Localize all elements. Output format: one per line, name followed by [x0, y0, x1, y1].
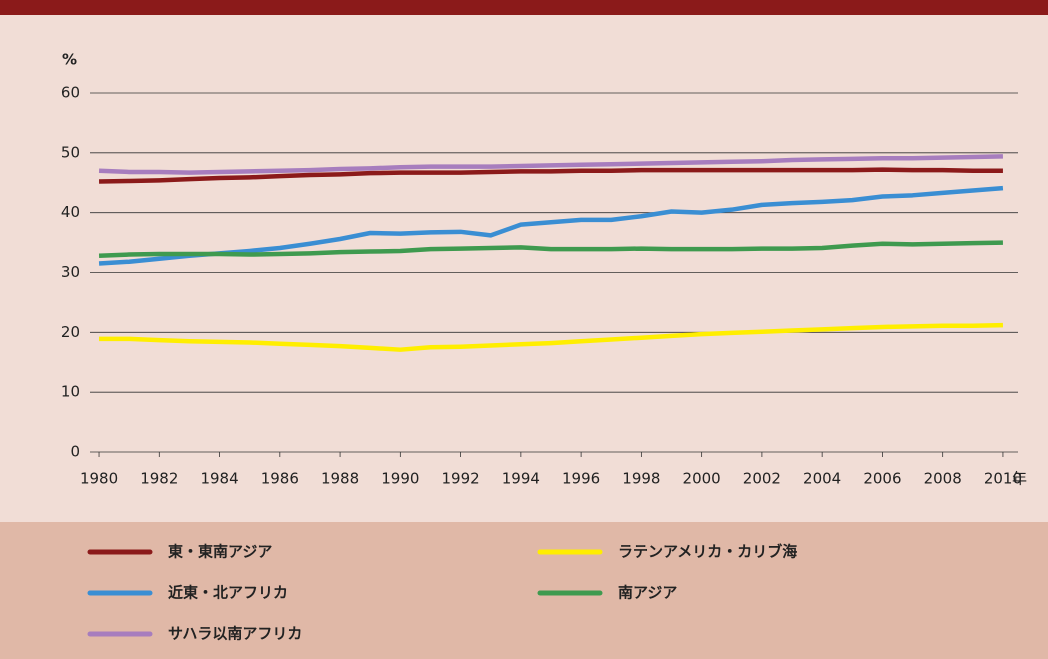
- y-tick-label: 30: [61, 263, 80, 281]
- x-axis-label: 年: [1012, 470, 1027, 488]
- x-tick-label: 2004: [803, 470, 841, 488]
- x-tick-label: 1980: [80, 470, 118, 488]
- x-tick-label: 1984: [200, 470, 238, 488]
- series-line: [98, 154, 1003, 175]
- legend-label: 東・東南アジア: [168, 543, 272, 561]
- x-tick-label: 1986: [261, 470, 299, 488]
- series-line: [99, 322, 1003, 352]
- x-tick-label: 2000: [683, 470, 721, 488]
- x-tick-label: 2010: [984, 470, 1022, 488]
- series-line: [98, 167, 1003, 184]
- x-tick-label: 1998: [622, 470, 660, 488]
- legend-label: ラテンアメリカ・カリブ海: [618, 543, 797, 561]
- x-tick-label: 1982: [140, 470, 178, 488]
- legend-label: 近東・北アフリカ: [168, 584, 288, 602]
- y-tick-label: 60: [61, 84, 80, 102]
- x-tick-label: 1988: [321, 470, 359, 488]
- x-tick-label: 1992: [442, 470, 480, 488]
- x-tick-label: 2002: [743, 470, 781, 488]
- legend-label: サハラ以南アフリカ: [168, 625, 302, 643]
- x-tick-label: 1994: [502, 470, 540, 488]
- y-axis-label: %: [62, 51, 77, 69]
- y-tick-label: 50: [61, 143, 80, 161]
- header-bar: [0, 0, 1048, 15]
- x-tick-label: 1990: [381, 470, 419, 488]
- y-tick-label: 0: [70, 443, 80, 461]
- y-tick-label: 20: [61, 323, 80, 341]
- x-tick-label: 2006: [863, 470, 901, 488]
- y-tick-label: 10: [61, 383, 80, 401]
- legend-label: 南アジア: [618, 584, 677, 602]
- legend-background: [0, 522, 1048, 659]
- plot-background: [0, 0, 1048, 522]
- y-tick-label: 40: [61, 203, 80, 221]
- series-line: [98, 185, 1004, 266]
- x-tick-label: 1996: [562, 470, 600, 488]
- x-tick-label: 2008: [924, 470, 962, 488]
- series-line: [98, 240, 1003, 258]
